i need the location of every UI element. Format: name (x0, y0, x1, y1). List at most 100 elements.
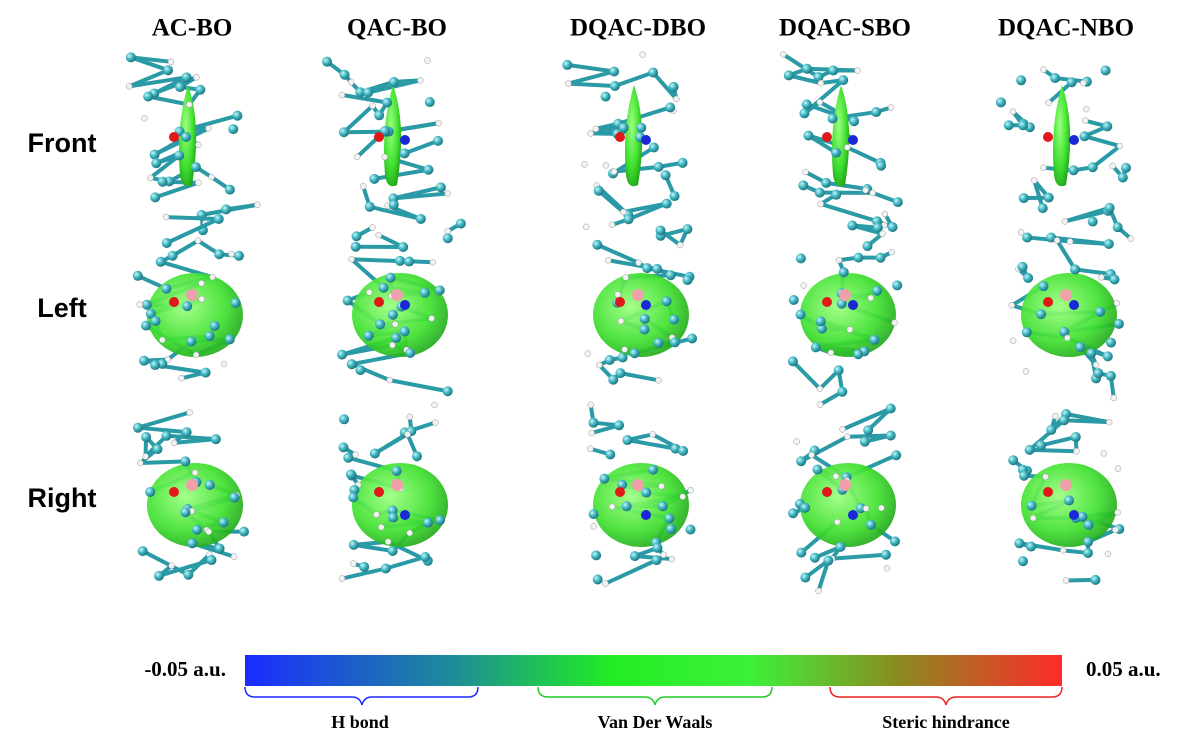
hydrogen-atom (596, 361, 603, 369)
hydrogen-atom (816, 385, 824, 393)
bond (341, 92, 388, 105)
carbon-atom (588, 509, 599, 520)
carbon-atom (151, 158, 162, 169)
carbon-atom (862, 241, 873, 252)
carbon-atom (875, 252, 886, 263)
carbon-atom (636, 122, 647, 133)
hydrogen-atom (834, 518, 841, 526)
column-header: DQAC-NBO (998, 15, 1134, 42)
carbon-atom (876, 160, 887, 171)
hydrogen-atom (1081, 117, 1089, 124)
hydrogen-atom (428, 315, 435, 322)
hydrogen-atom (588, 429, 595, 437)
hydrogen-atom (194, 237, 202, 244)
carbon-atom (1086, 348, 1097, 359)
carbon-atom (395, 255, 406, 266)
row-labels: Front Left Right (28, 128, 97, 513)
nitrogen-atom (1069, 300, 1079, 310)
hydrogen-atom (167, 58, 175, 66)
bond (567, 62, 615, 74)
carbon-atom (835, 541, 846, 552)
carbon-atom (889, 536, 900, 547)
carbon-atom (374, 110, 385, 121)
carbon-atom (385, 272, 396, 283)
carbon-atom (382, 97, 393, 108)
carbon-atom (442, 233, 453, 244)
hydrogen-atom (832, 473, 840, 480)
hydrogen-atom (635, 259, 642, 267)
carbon-atom (614, 420, 625, 431)
hydrogen-atom (193, 74, 200, 81)
hydrogen-atom (619, 208, 627, 216)
hydrogen-atom (1040, 164, 1047, 172)
carbon-atom (866, 519, 877, 530)
nitrogen-atom (400, 135, 410, 145)
carbon-atom (348, 539, 359, 550)
hydrogen-atom (1062, 577, 1070, 584)
region-label: H bond (331, 712, 389, 732)
carbon-atom (1077, 511, 1088, 522)
hydrogen-atom (406, 529, 413, 537)
bond (1091, 144, 1122, 169)
carbon-atom (351, 231, 362, 242)
carbon-atom (1100, 65, 1111, 76)
carbon-atom (399, 148, 410, 159)
hydrogen-atom (369, 102, 376, 110)
bond (596, 242, 640, 265)
carbon-atom (432, 135, 443, 146)
molecule (337, 224, 453, 409)
colorbar-max: 0.05 a.u. (1086, 657, 1161, 681)
hydrogen-atom (1061, 218, 1069, 225)
carbon-atom (132, 422, 143, 433)
carbon-atom (608, 374, 619, 385)
carbon-atom (642, 263, 653, 274)
carbon-atom (229, 492, 240, 503)
carbon-atom (163, 65, 174, 76)
hydrogen-atom (384, 538, 392, 545)
molecule (779, 51, 903, 233)
carbon-atom (337, 349, 348, 360)
carbon-atom (145, 486, 156, 497)
hydrogen-atom (209, 273, 216, 281)
carbon-atom (831, 147, 842, 158)
carbon-atom (434, 285, 445, 296)
hydrogen-atom (338, 575, 346, 582)
hydrogen-atom (660, 551, 667, 559)
hydrogen-atom (655, 377, 662, 384)
isosurface (147, 463, 243, 547)
column-header: QAC-BO (347, 15, 447, 42)
carbon-atom (423, 164, 434, 175)
carbon-atom (154, 570, 165, 581)
hydrogen-atom (867, 294, 874, 302)
hydrogen-atom (141, 115, 148, 122)
carbon-atom (677, 157, 688, 168)
hydrogen-atom (192, 351, 200, 359)
carbon-atom (788, 508, 799, 519)
hydrogen-atom (815, 587, 822, 595)
oxygen-atom (169, 487, 179, 497)
carbon-atom (665, 524, 676, 535)
carbon-atom (1035, 440, 1046, 451)
hydrogen-atom (883, 564, 891, 572)
carbon-atom (378, 282, 389, 293)
hydrogen-atom (186, 409, 193, 416)
hydrogen-atom (808, 451, 815, 459)
carbon-atom (187, 538, 198, 549)
carbon-atom (605, 449, 616, 460)
hydrogen-atom (1113, 299, 1121, 307)
carbon-atom (157, 176, 168, 187)
bond (866, 407, 893, 432)
oxygen-atom (615, 297, 625, 307)
carbon-atom (1018, 120, 1029, 131)
carbon-atom (442, 386, 453, 397)
carbon-atom (140, 320, 151, 331)
carbon-atom (892, 280, 903, 291)
carbon-atom (204, 331, 215, 342)
hydrogen-atom (817, 79, 825, 87)
carbon-atom (604, 354, 615, 365)
hydrogen-atom (1053, 237, 1061, 244)
oxygen-atom (374, 297, 384, 307)
carbon-atom (855, 503, 866, 514)
carbon-atom (796, 456, 807, 467)
hydrogen-atom (431, 401, 438, 409)
